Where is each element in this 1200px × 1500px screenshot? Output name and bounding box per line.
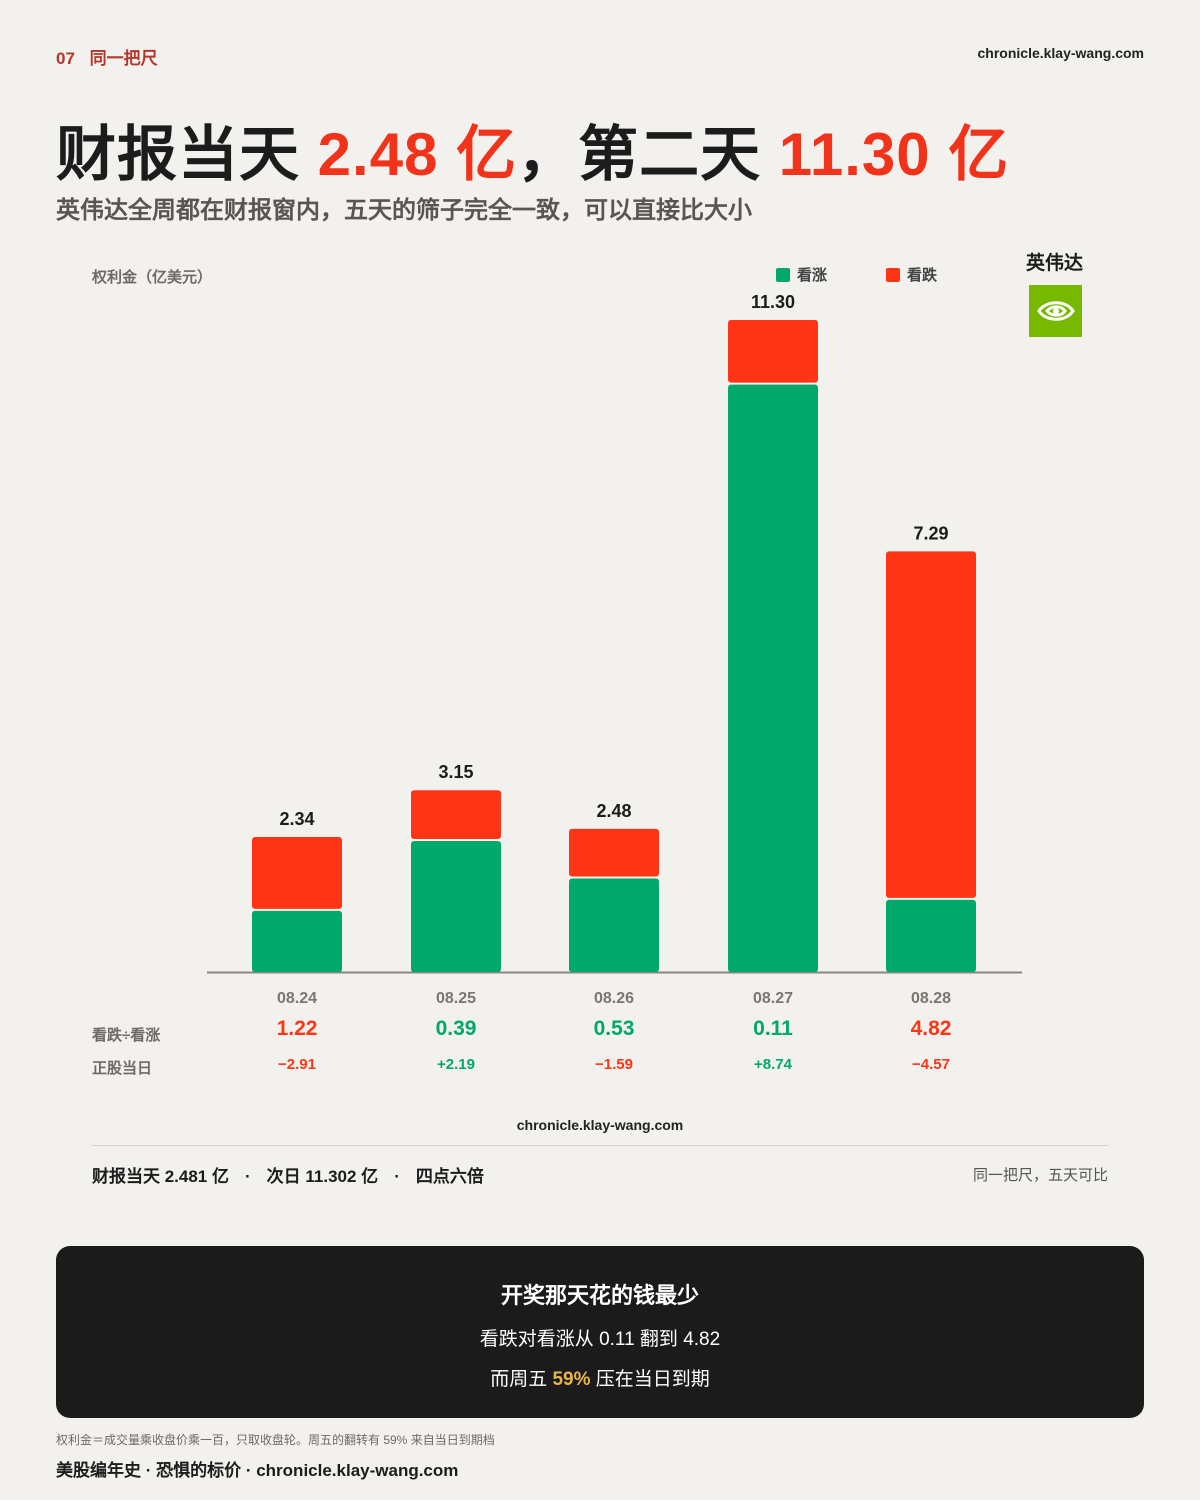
- section-title: 同一把尺: [89, 49, 158, 68]
- banner-highlight: 59%: [552, 1369, 591, 1390]
- bar-segment-put: [252, 836, 342, 909]
- brand-line: 美股编年史 · 恐惧的标价 · chronicle.klay-wang.com: [56, 1461, 459, 1480]
- x-tick-label: 08.27: [753, 990, 793, 1007]
- bar-total-label: 3.15: [438, 762, 473, 782]
- stock-change-value: −1.59: [595, 1056, 633, 1073]
- headline-part2: ，第二天: [517, 121, 779, 188]
- put-call-ratio-value: 1.22: [276, 1017, 318, 1040]
- banner-line-3-b: 压在当日到期: [590, 1369, 710, 1390]
- put-call-ratio-value: 0.11: [753, 1017, 793, 1040]
- bar-total-label: 11.30: [751, 292, 795, 312]
- banner-line-2: 看跌对看涨从 0.11 翻到 4.82: [479, 1329, 721, 1350]
- headline-value2: 11.30 亿: [778, 121, 1010, 188]
- put-call-ratio-value: 0.53: [593, 1017, 635, 1040]
- banner-line-3: 而周五 59% 压在当日到期: [56, 1364, 1144, 1391]
- company-name: 英伟达: [1026, 253, 1084, 274]
- legend-label-put: 看跌: [907, 267, 938, 284]
- bar-segment-call: [886, 899, 976, 972]
- banner-line-3-a: 而周五: [490, 1369, 553, 1390]
- legend-label-call: 看涨: [797, 267, 828, 284]
- bar-segment-put: [886, 551, 976, 898]
- stock-change-value: +2.19: [437, 1056, 475, 1073]
- stock-change-value: −4.57: [912, 1056, 950, 1073]
- headline-value1: 2.48 亿: [317, 121, 518, 188]
- stock-change-value: −2.91: [278, 1056, 316, 1073]
- x-tick-label: 08.28: [911, 990, 951, 1007]
- summary-item-1: 财报当天 2.481 亿: [92, 1167, 229, 1186]
- bar-total-label: 2.34: [279, 809, 314, 829]
- x-tick-label: 08.24: [277, 990, 317, 1007]
- summary-item-2: 次日 11.302 亿: [266, 1167, 379, 1186]
- bar-total-label: 2.48: [596, 801, 631, 821]
- row-label-stock: 正股当日: [92, 1060, 153, 1077]
- put-call-ratio-value: 0.39: [435, 1017, 477, 1040]
- put-call-ratio-value: 4.82: [910, 1017, 952, 1040]
- bar-segment-put: [569, 828, 659, 877]
- bar-total-label: 7.29: [913, 523, 948, 543]
- conclusion-banner: 开奖那天花的钱最少 看跌对看涨从 0.11 翻到 4.82 而周五 59% 压在…: [56, 1246, 1144, 1418]
- summary-item-3: 四点六倍: [415, 1167, 484, 1186]
- divider: [92, 1145, 1108, 1146]
- legend-item-put: 看跌: [886, 264, 937, 285]
- stock-change-value: +8.74: [754, 1056, 792, 1073]
- bar-segment-call: [411, 841, 501, 972]
- summary-line: 财报当天 2.481 亿 · 次日 11.302 亿 · 四点六倍: [92, 1162, 484, 1187]
- subtitle: 英伟达全周都在财报窗内，五天的筛子完全一致，可以直接比大小: [56, 197, 752, 224]
- bar-segment-put: [411, 790, 501, 840]
- footnote: 权利金＝成交量乘收盘价乘一百，只取收盘轮。周五的翻转有 59% 来自当日到期档: [56, 1433, 495, 1447]
- bar-segment-call: [252, 910, 342, 972]
- site-url-middle[interactable]: chronicle.klay-wang.com: [516, 1117, 684, 1133]
- section-kicker: 07 同一把尺: [56, 44, 158, 69]
- bar-segment-put: [728, 320, 818, 383]
- site-url-top[interactable]: chronicle.klay-wang.com: [977, 45, 1145, 61]
- nvidia-logo-icon: [1029, 285, 1082, 337]
- summary-right: 同一把尺，五天可比: [972, 1167, 1108, 1184]
- stacked-bar-chart: 2.34 08.24 3.15 08.25 2.48 08.26 11.30 08.27 7.2…: [207, 292, 1022, 1007]
- legend-swatch-call: [776, 267, 790, 282]
- y-axis-label: 权利金（亿美元）: [92, 269, 213, 286]
- headline: 财报当天 2.48 亿，第二天 11.30 亿: [56, 106, 1009, 193]
- bar-segment-call: [728, 384, 818, 972]
- summary-separator: ·: [245, 1167, 251, 1186]
- legend-item-call: 看涨: [776, 264, 827, 285]
- summary-separator: ·: [394, 1167, 400, 1186]
- banner-title: 开奖那天花的钱最少: [500, 1283, 699, 1308]
- section-number: 07: [56, 49, 75, 68]
- x-tick-label: 08.26: [594, 990, 634, 1007]
- row-label-ratio: 看跌÷看涨: [92, 1027, 161, 1044]
- headline-part1: 财报当天: [56, 121, 318, 188]
- x-tick-label: 08.25: [436, 990, 476, 1007]
- legend-swatch-put: [886, 267, 900, 282]
- bar-segment-call: [569, 878, 659, 972]
